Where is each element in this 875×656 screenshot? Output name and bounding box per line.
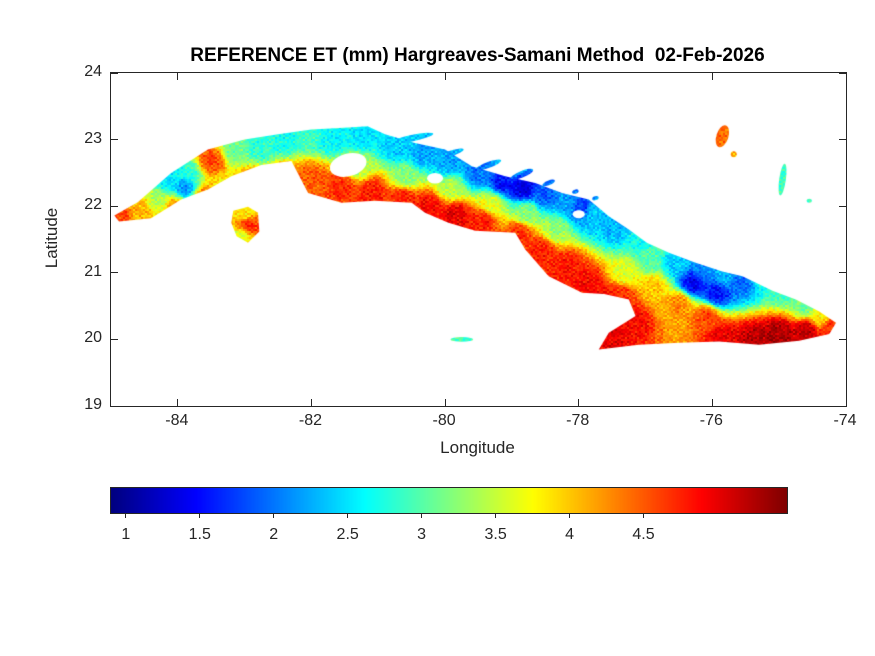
colorbar-tick-label: 1 — [121, 526, 131, 543]
y-tick-label: 24 — [84, 63, 102, 80]
colorbar-tick-label: 1.5 — [188, 526, 211, 543]
x-tick-mark — [177, 399, 179, 406]
colorbar-tick-mark — [495, 514, 497, 518]
x-tick-label: -74 — [833, 412, 857, 429]
colorbar-tick-mark — [569, 514, 571, 518]
x-tick-mark — [444, 399, 446, 406]
x-tick-mark — [711, 399, 713, 406]
y-tick-mark — [111, 405, 118, 407]
x-tick-label: -80 — [432, 412, 456, 429]
x-tick-mark — [845, 73, 847, 80]
colorbar-tick-label: 3.5 — [484, 526, 507, 543]
y-tick-mark — [111, 272, 118, 274]
y-tick-label: 21 — [84, 262, 102, 280]
colorbar-tick-mark — [273, 514, 275, 518]
x-tick-mark — [310, 73, 312, 80]
colorbar-tick-label: 2 — [269, 526, 279, 543]
x-tick-label: -84 — [165, 412, 189, 429]
x-tick-mark — [578, 73, 580, 80]
plot-area — [110, 72, 847, 407]
y-tick-label: 19 — [84, 396, 102, 413]
colorbar-tick-mark — [347, 514, 349, 518]
y-tick-mark — [839, 72, 846, 74]
y-tick-mark — [111, 72, 118, 74]
x-tick-mark — [444, 73, 446, 80]
colorbar-tick-mark — [199, 514, 201, 518]
colorbar — [110, 487, 788, 514]
y-tick-mark — [111, 338, 118, 340]
y-tick-mark — [111, 139, 118, 141]
y-tick-mark — [839, 405, 846, 407]
x-tick-label: -82 — [298, 412, 323, 429]
y-tick-label: 20 — [84, 329, 102, 347]
colorbar-tick-mark — [125, 514, 127, 518]
colorbar-tick-label: 2.5 — [336, 526, 359, 543]
colorbar-tick-mark — [421, 514, 423, 518]
y-tick-mark — [839, 272, 846, 274]
chart-title: REFERENCE ET (mm) Hargreaves-Samani Meth… — [190, 45, 765, 66]
x-tick-mark — [578, 399, 580, 406]
x-tick-mark — [177, 73, 179, 80]
x-tick-mark — [711, 73, 713, 80]
colorbar-tick-mark — [643, 514, 645, 518]
y-tick-mark — [839, 205, 846, 207]
x-tick-mark — [845, 399, 847, 406]
map-canvas — [111, 73, 846, 406]
x-axis-label: Longitude — [440, 438, 515, 457]
y-tick-label: 23 — [84, 129, 102, 147]
y-tick-mark — [839, 338, 846, 340]
x-tick-label: -78 — [566, 412, 590, 429]
x-tick-mark — [310, 399, 312, 406]
y-tick-mark — [111, 205, 118, 207]
x-tick-label: -76 — [699, 412, 723, 429]
colorbar-tick-label: 4.5 — [632, 526, 655, 543]
colorbar-tick-label: 3 — [417, 526, 427, 543]
colorbar-tick-label: 4 — [565, 526, 574, 543]
colorbar-canvas — [111, 488, 787, 513]
y-axis-label: Latitude — [42, 207, 61, 269]
y-tick-label: 22 — [84, 196, 102, 214]
y-tick-mark — [839, 139, 846, 141]
